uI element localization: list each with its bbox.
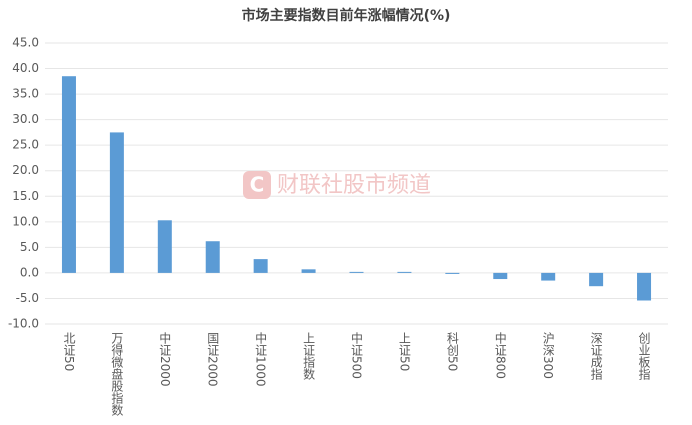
x-tick-label: 中证500 [350,331,364,379]
y-tick-label: 5.0 [20,240,39,254]
x-tick-label: 中证800 [493,331,507,379]
bar [493,272,508,280]
x-tick-label: 中证1000 [254,331,268,387]
y-tick-label: -5.0 [16,291,39,305]
bar [301,269,316,273]
x-tick-label: 科创50 [445,332,459,372]
bar [397,271,412,273]
y-tick-label: 30.0 [12,112,39,126]
x-tick-label: 沪深300 [541,332,555,379]
y-tick-label: 35.0 [12,87,39,101]
bar [589,272,604,287]
x-tick-label: 北证50 [62,332,76,372]
y-tick-label: 10.0 [12,214,39,228]
bar [205,241,220,273]
bar [541,272,556,281]
y-tick-label: 0.0 [20,265,39,279]
x-tick-label: 万得微盘股指数 [110,332,124,417]
x-tick-label: 国证2000 [206,332,220,387]
x-tick-label: 创业板指 [637,332,651,381]
x-tick-label: 上证指数 [302,332,316,381]
bar [157,220,172,273]
x-tick-label: 中证2000 [158,331,172,387]
watermark-logo [243,171,271,199]
watermark: 财联社股市频道 [277,173,431,198]
x-tick-label: 深证成指 [589,332,603,381]
y-tick-label: 20.0 [12,163,39,177]
bar [349,271,364,273]
chart-title: 市场主要指数目前年涨幅情况(%) [242,7,451,24]
y-tick-label: 45.0 [12,36,39,50]
y-tick-label: 40.0 [12,61,39,75]
bar [253,259,268,273]
y-tick-label: 15.0 [12,189,39,203]
y-tick-label: -10.0 [8,317,39,331]
x-tick-label: 上证50 [397,332,411,372]
watermark-logo-letter: C [250,173,265,197]
bar [637,272,652,301]
watermark-group: C 财联社股市频道 [243,171,431,199]
bar [61,76,76,273]
bar [109,132,124,273]
y-tick-label: 25.0 [12,138,39,152]
bar [445,272,460,274]
